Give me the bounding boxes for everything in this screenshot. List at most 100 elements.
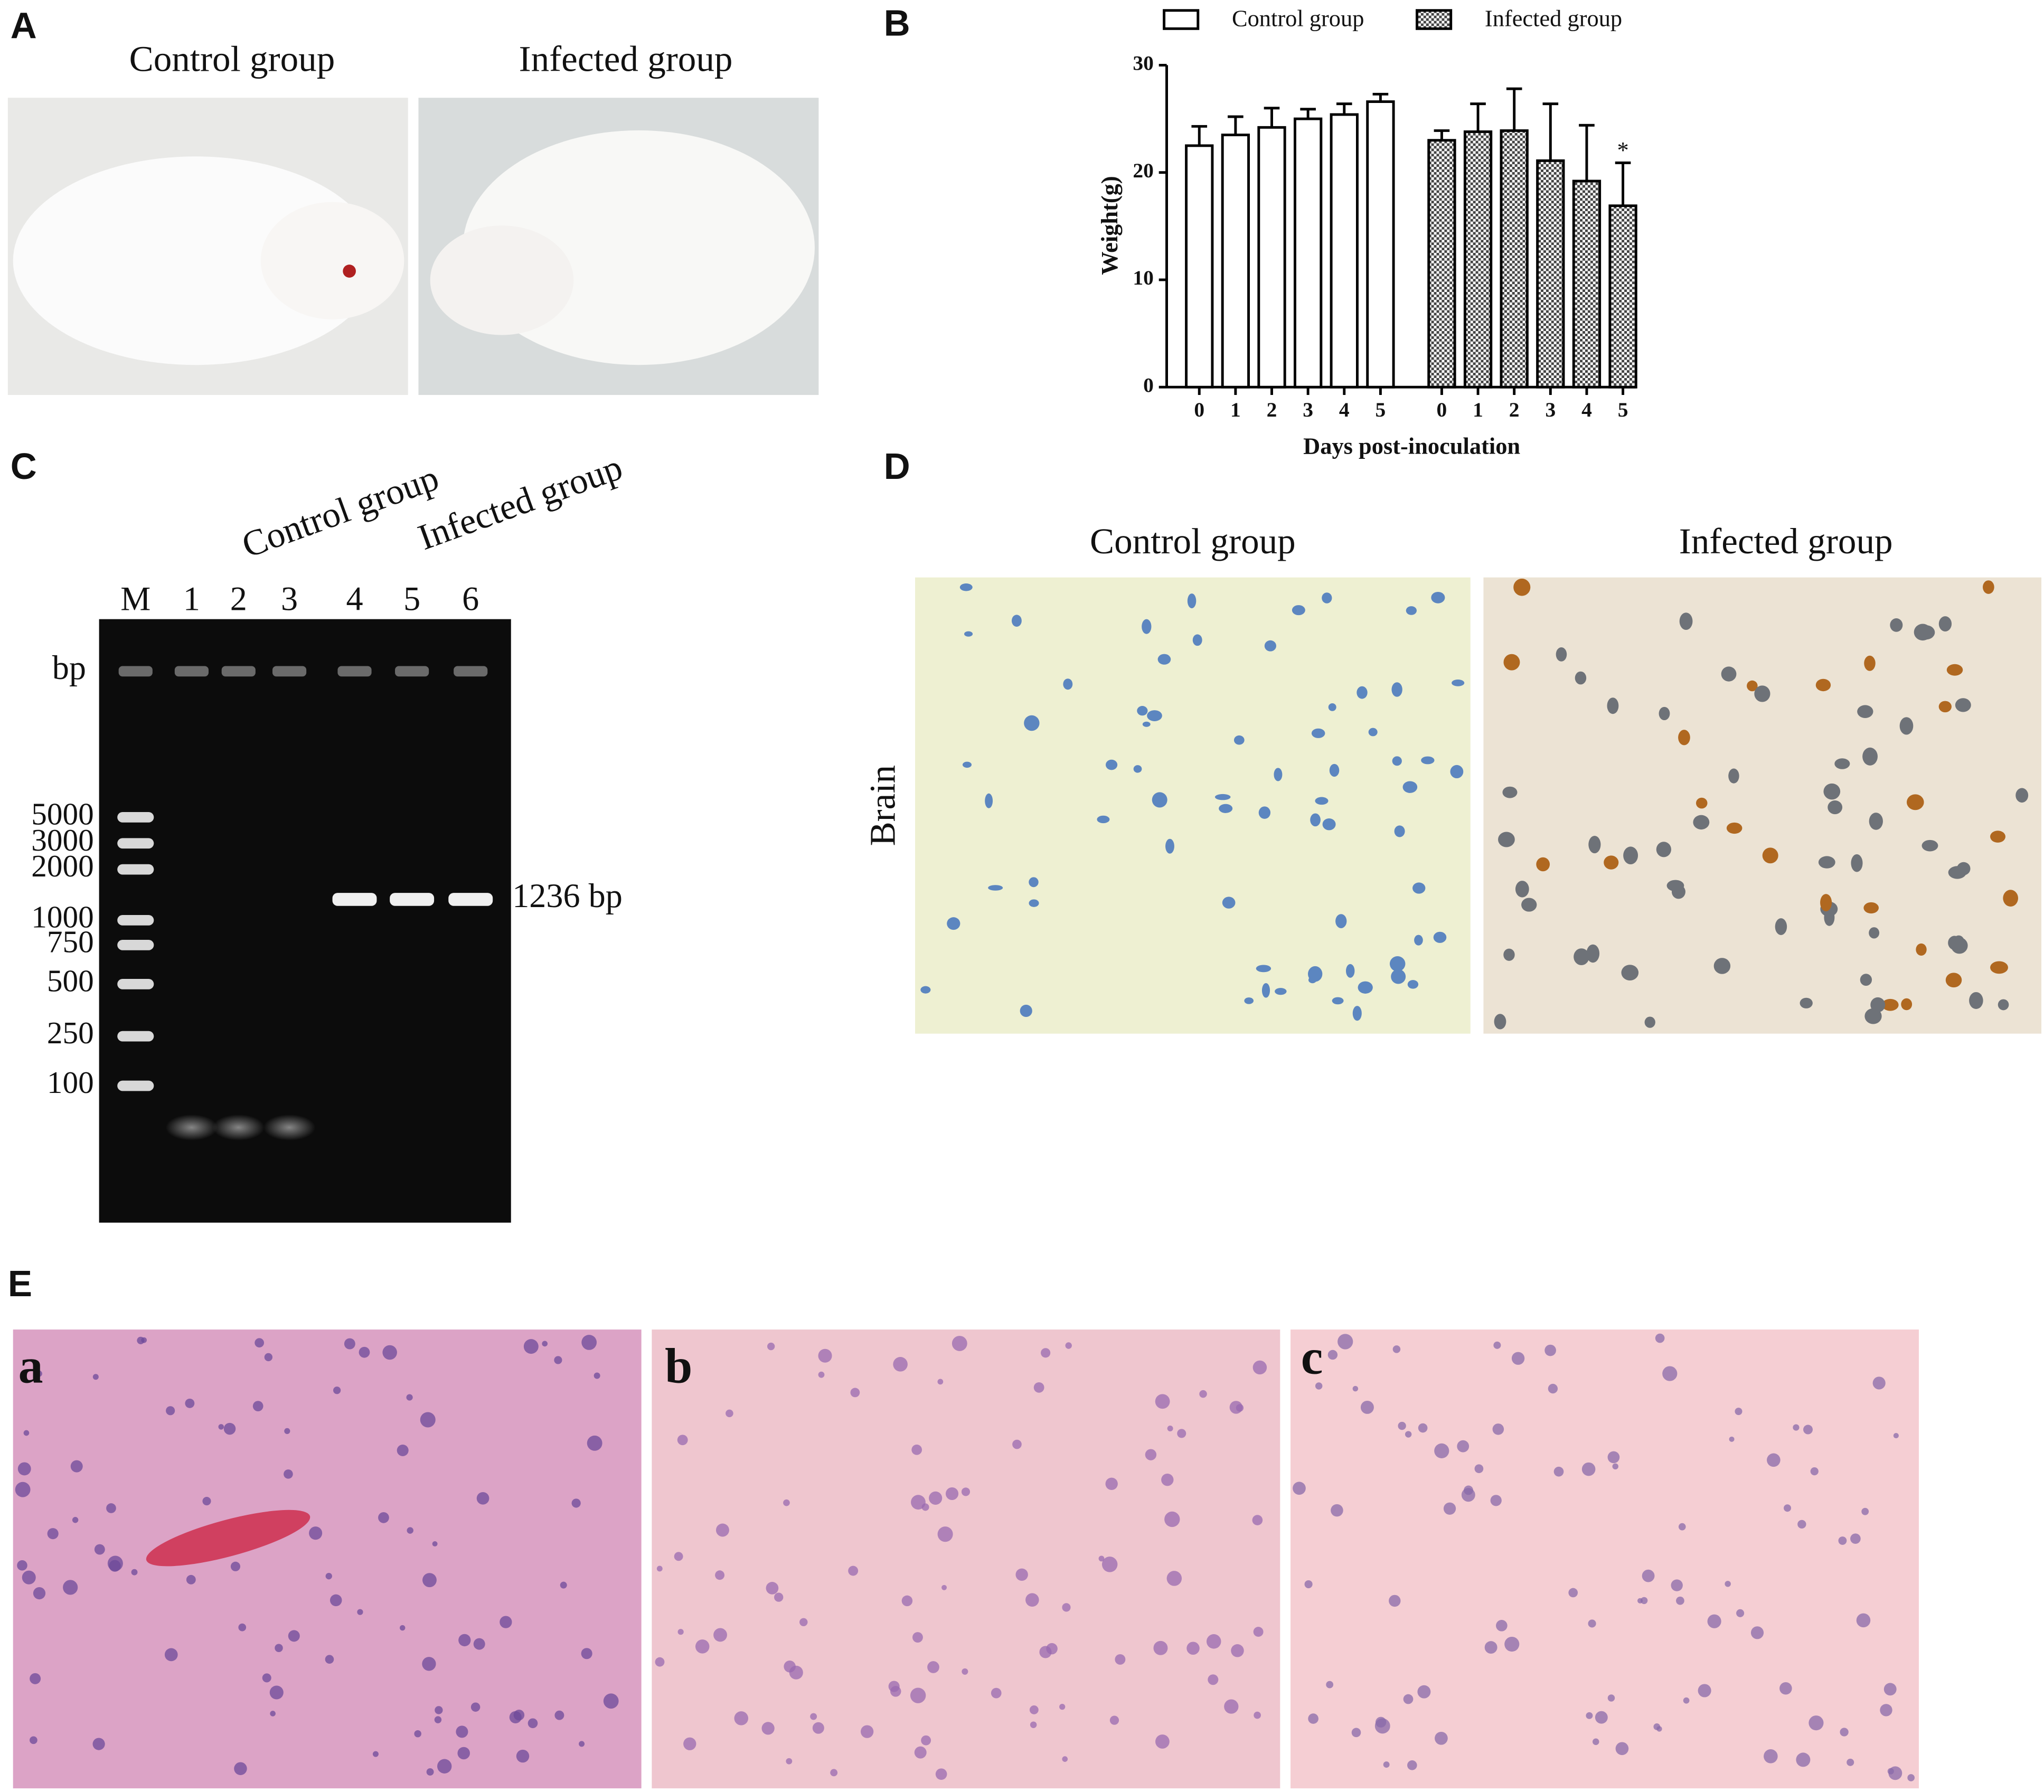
cell	[1888, 1766, 1902, 1780]
ladder-label: 5000	[31, 796, 93, 831]
cell	[1818, 856, 1835, 869]
cell	[726, 1409, 733, 1418]
cell	[1105, 759, 1118, 770]
cell	[36, 1370, 42, 1377]
cell	[47, 1528, 59, 1540]
cells	[15, 1333, 1915, 1781]
cell	[1161, 1474, 1174, 1486]
ladder-band	[117, 1080, 154, 1091]
gel-group-label: Infected group	[413, 446, 628, 558]
bar	[1257, 126, 1286, 389]
cell	[1244, 997, 1254, 1004]
cell	[2015, 788, 2029, 803]
cell	[1800, 997, 1813, 1008]
cell	[270, 1711, 276, 1716]
cell	[1214, 794, 1231, 800]
cell	[1857, 705, 1873, 718]
cell	[1864, 655, 1876, 671]
cell	[1039, 1646, 1052, 1658]
ladder-label: 1000	[31, 900, 93, 935]
vessel	[146, 1510, 310, 1567]
cell	[655, 1657, 665, 1667]
cell	[1368, 728, 1378, 737]
cell	[1433, 931, 1447, 943]
cell	[1206, 1634, 1221, 1649]
cell	[1655, 1333, 1665, 1343]
cell	[1575, 671, 1587, 685]
cell	[1678, 730, 1690, 746]
cell	[1586, 944, 1600, 963]
ihc-infected-image	[1483, 577, 2042, 1034]
cell	[17, 1560, 27, 1571]
cell	[910, 1687, 926, 1703]
cell	[1820, 894, 1832, 912]
cell	[901, 1595, 913, 1607]
cell	[812, 1722, 824, 1734]
cell	[1890, 618, 1903, 632]
cell	[1389, 1595, 1401, 1607]
cell	[1105, 1477, 1118, 1491]
cell	[1693, 815, 1710, 830]
cell	[457, 1747, 470, 1760]
x-axis-label: Days post-inoculation	[1303, 432, 1520, 459]
bar	[1608, 204, 1637, 389]
cell	[554, 1356, 562, 1364]
panel-label: E	[8, 1263, 32, 1304]
cell	[799, 1618, 808, 1627]
cell	[893, 1357, 908, 1372]
cell	[1029, 877, 1039, 888]
cell	[1337, 1334, 1353, 1350]
cell	[1515, 881, 1529, 898]
cell	[1115, 1654, 1126, 1665]
cell	[1938, 701, 1952, 713]
cell	[1443, 1502, 1456, 1515]
cell	[106, 1503, 116, 1513]
cell	[1101, 1557, 1118, 1572]
cell	[1392, 1345, 1401, 1353]
cell	[456, 1725, 468, 1738]
x-tick-label: 4	[1339, 398, 1350, 421]
cell	[1335, 914, 1347, 928]
cell	[406, 1394, 413, 1401]
cell	[1574, 948, 1589, 966]
cell	[1374, 1718, 1390, 1734]
cell	[1292, 605, 1305, 616]
bar	[1536, 159, 1565, 389]
cell	[1025, 1593, 1039, 1607]
y-tick-label: 0	[1143, 373, 1154, 397]
cell	[962, 1668, 968, 1675]
ladder-band	[117, 838, 154, 849]
cell	[1860, 974, 1872, 986]
cell	[1274, 768, 1283, 781]
cell	[1595, 1711, 1608, 1724]
bar	[1427, 139, 1456, 389]
x-tick-label: 5	[1376, 398, 1386, 421]
cell	[1824, 909, 1835, 926]
ladder-label: 2000	[31, 848, 93, 883]
cell	[1784, 1504, 1791, 1512]
ladder-label: 500	[47, 963, 94, 998]
cell	[30, 1736, 37, 1744]
ihc-control-image	[915, 577, 1471, 1034]
cell	[70, 1460, 83, 1473]
cell	[1615, 1742, 1629, 1756]
cell	[1308, 1713, 1318, 1724]
cell	[1484, 1641, 1497, 1654]
cell	[1671, 884, 1685, 899]
cell	[1165, 838, 1174, 854]
cell	[382, 1345, 397, 1360]
primer-band	[263, 1114, 316, 1141]
cell	[581, 1335, 597, 1350]
y-axis-label: Weight(g)	[1096, 176, 1123, 275]
cell	[1275, 988, 1287, 995]
lane-label: M	[120, 580, 150, 617]
error-bar	[1579, 124, 1595, 181]
cell	[33, 1587, 46, 1600]
cell	[1155, 1394, 1170, 1409]
cell	[1754, 685, 1770, 702]
cell	[1917, 625, 1935, 640]
cell	[830, 1769, 838, 1777]
cell	[1392, 756, 1402, 766]
cell	[399, 1625, 406, 1631]
cell	[1863, 902, 1879, 914]
